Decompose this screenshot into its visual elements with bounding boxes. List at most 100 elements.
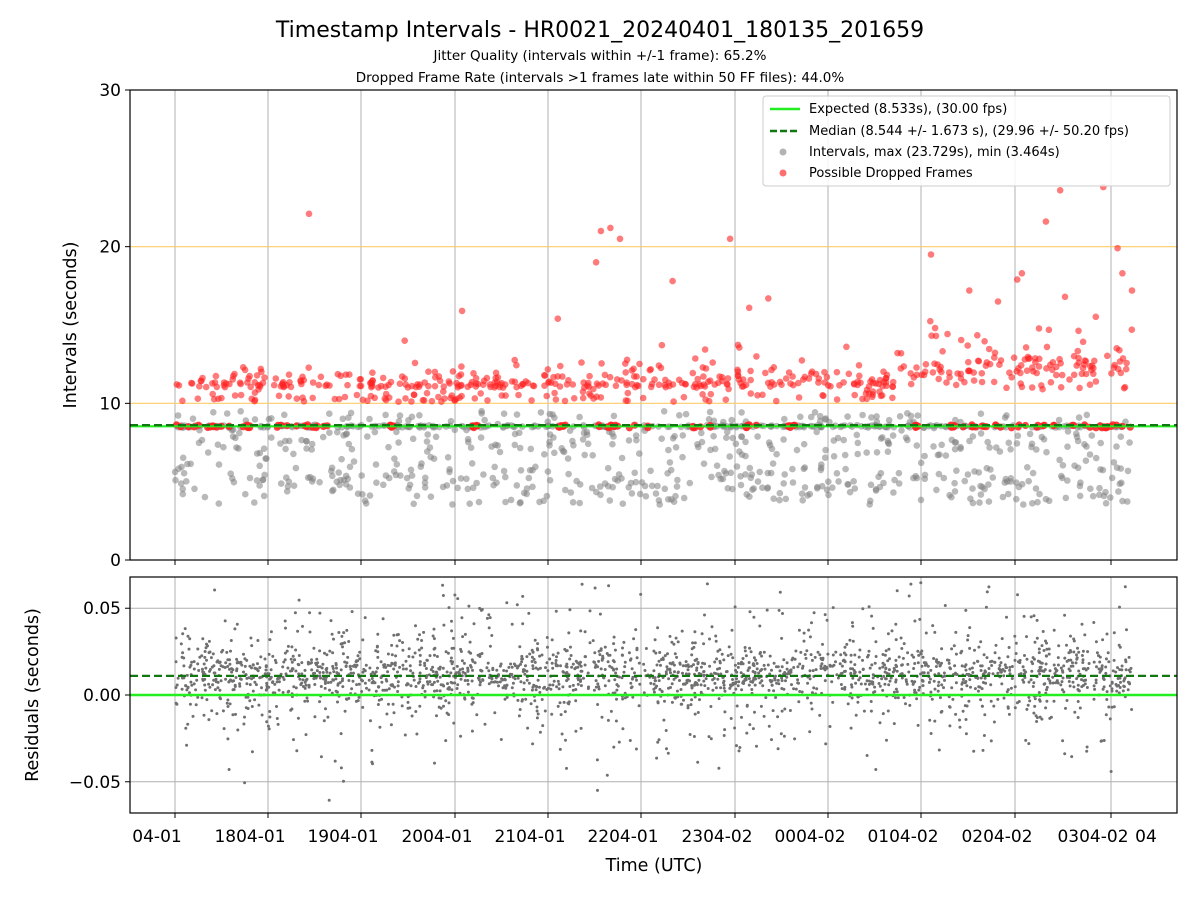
dropped-frame-point (1058, 371, 1066, 379)
dropped-frame-point (410, 391, 418, 399)
residual-point (516, 698, 520, 702)
residual-point (471, 696, 475, 700)
residual-point (510, 622, 514, 626)
residual-point (294, 648, 298, 652)
residual-point (236, 660, 240, 664)
residual-point (908, 703, 912, 707)
interval-point (263, 455, 270, 462)
residual-point (180, 676, 184, 680)
residual-point (459, 734, 463, 738)
interval-point (674, 476, 681, 484)
interval-point (782, 495, 790, 503)
dropped-frame-point (927, 317, 934, 325)
residual-point (445, 670, 449, 674)
residual-point (251, 689, 255, 693)
residual-point (1008, 665, 1012, 669)
residual-point (329, 680, 333, 684)
residual-point (184, 684, 188, 688)
dropped-frame-point (762, 369, 769, 377)
dropped-frame-point (1022, 344, 1030, 351)
residual-point (505, 695, 509, 699)
dropped-frame-point (851, 391, 858, 399)
interval-point (326, 429, 333, 437)
dropped-frame-point (293, 395, 301, 403)
residual-point (1013, 685, 1017, 689)
residual-point (1078, 706, 1082, 710)
dropped-frame-point (819, 392, 826, 399)
residual-point (968, 626, 972, 630)
residual-point (1070, 755, 1074, 759)
residual-point (325, 653, 329, 657)
dropped-frame-point (487, 383, 494, 391)
residual-point (714, 672, 718, 675)
interval-point (854, 450, 861, 458)
residual-point (754, 658, 758, 662)
residual-point (303, 668, 307, 672)
residual-point (753, 671, 757, 675)
interval-point (726, 453, 733, 460)
interval-point (961, 477, 969, 485)
residual-point (322, 719, 326, 723)
residual-point (692, 663, 695, 667)
residual-point (530, 655, 534, 659)
residual-point (349, 667, 353, 671)
residual-point (527, 681, 531, 685)
residual-point (738, 746, 742, 749)
residual-point (812, 686, 816, 690)
residual-point (435, 714, 438, 718)
residual-point (990, 664, 994, 667)
interval-point (737, 481, 745, 489)
residual-point (181, 632, 185, 636)
interval-point (457, 475, 465, 482)
interval-point (204, 449, 212, 456)
residual-point (387, 687, 391, 691)
residual-point (623, 665, 627, 669)
residual-point (175, 683, 179, 687)
interval-point (987, 466, 994, 473)
residual-point (243, 781, 247, 785)
dropped-frame-point (253, 372, 261, 379)
residual-point (303, 686, 307, 690)
dropped-frame-point (889, 383, 896, 390)
residual-point (418, 660, 422, 664)
residual-point (686, 668, 690, 672)
residual-point (420, 639, 424, 642)
residual-point (550, 712, 554, 716)
residual-point (277, 676, 281, 680)
residual-point (215, 712, 219, 716)
residual-point (755, 662, 759, 665)
dropped-frame-point (590, 395, 597, 402)
residual-point (913, 690, 917, 694)
residual-point (1055, 679, 1059, 683)
interval-point (259, 476, 267, 484)
residual-point (502, 669, 506, 672)
dropped-frame-point (511, 378, 519, 386)
dropped-frame-point (1123, 359, 1130, 367)
dropped-frame-point (821, 368, 828, 376)
residual-point (792, 687, 796, 691)
residual-point (766, 663, 770, 667)
interval-point (951, 488, 959, 495)
residual-point (593, 586, 597, 590)
residuals-y-axis-label: Residuals (seconds) (23, 608, 43, 782)
dropped-frame-point (1053, 363, 1060, 371)
residual-point (1054, 681, 1058, 685)
residual-point (263, 657, 267, 661)
residual-point (295, 749, 299, 753)
interval-point (475, 498, 483, 506)
residual-point (1051, 675, 1055, 679)
interval-point (364, 433, 371, 440)
dropped-frame-point (738, 383, 746, 390)
residual-point (1047, 647, 1051, 651)
residual-point (564, 738, 567, 742)
interval-point (214, 441, 222, 449)
interval-point (746, 464, 754, 472)
interval-point (576, 413, 583, 421)
dropped-frame-point (511, 356, 518, 364)
residual-point (488, 644, 492, 648)
residual-point (328, 671, 332, 675)
interval-point (491, 463, 499, 471)
interval-point (1083, 443, 1090, 450)
interval-point (345, 440, 353, 448)
dropped-frame-point (863, 395, 870, 403)
